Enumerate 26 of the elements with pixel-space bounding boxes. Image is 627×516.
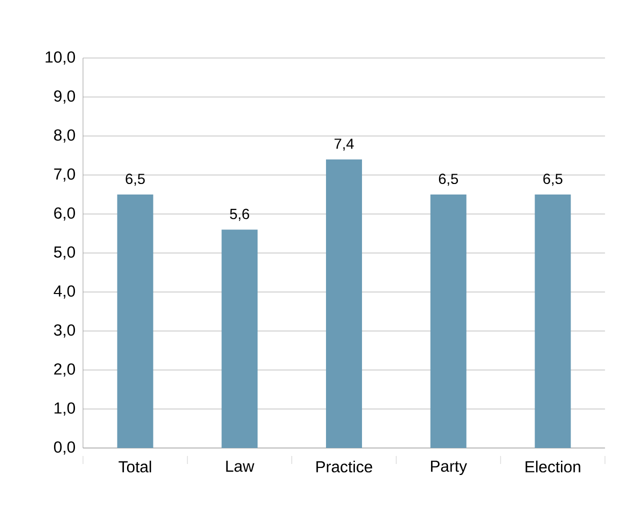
y-tick-label: 6,0 xyxy=(54,207,76,221)
bar xyxy=(534,194,571,448)
y-tick-label: 1,0 xyxy=(54,402,76,416)
y-tick-label: 4,0 xyxy=(54,285,76,299)
x-tick-label: Total xyxy=(118,460,152,472)
y-tick-label: 0,0 xyxy=(54,441,76,455)
x-tick-label: Law xyxy=(226,460,254,472)
x-tick-label: Election xyxy=(526,460,580,472)
y-tick-label: 2,0 xyxy=(54,363,76,377)
y-tick-label: 7,0 xyxy=(54,168,76,182)
y-tick-label: 3,0 xyxy=(54,324,76,338)
data-label: 7,4 xyxy=(334,138,354,151)
bar xyxy=(430,194,466,448)
data-label: 6,5 xyxy=(126,174,145,186)
bar xyxy=(117,194,154,448)
bar xyxy=(326,159,362,448)
y-tick-label: 8,0 xyxy=(54,129,76,143)
x-tick-label: Practice xyxy=(316,460,372,472)
y-tick-label: 5,0 xyxy=(54,246,76,260)
data-label: 6,5 xyxy=(438,174,458,186)
bar xyxy=(222,230,258,448)
data-label: 6,5 xyxy=(543,174,562,186)
y-tick-label: 9,0 xyxy=(54,90,76,104)
x-tick-label: Party xyxy=(431,460,468,476)
y-tick-label: 10,0 xyxy=(46,51,76,65)
data-label: 5,6 xyxy=(230,208,250,221)
